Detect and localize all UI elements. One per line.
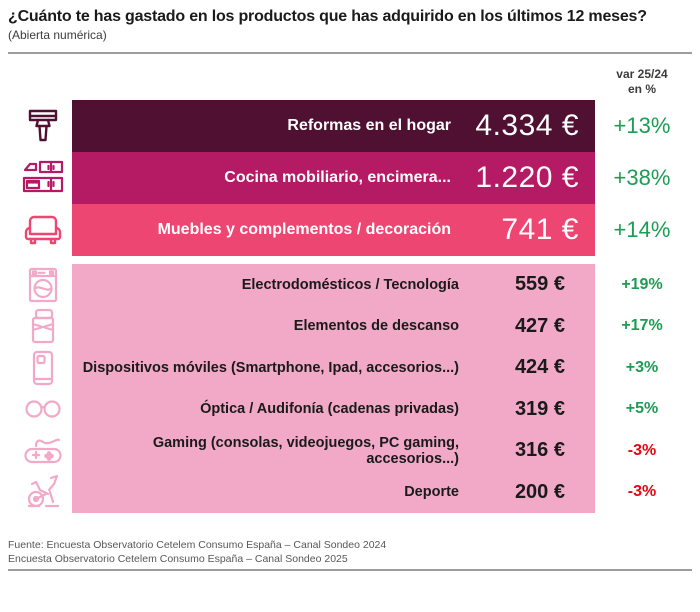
variation-cell: +19% [597, 264, 687, 306]
row-label: Óptica / Audifonía (cadenas privadas) [200, 401, 459, 418]
paint-brush-icon [26, 107, 60, 145]
bar-muebles: Muebles y complementos / decoración 741 … [72, 204, 595, 256]
light-pink-block: Electrodomésticos / Tecnología 559 € Ele… [72, 264, 595, 513]
row-deporte: Deporte 200 € [72, 472, 595, 514]
icon-column-gap [20, 256, 66, 264]
row-value: 200 € [514, 480, 565, 503]
variation-cell: -3% [597, 472, 687, 514]
washing-machine-icon [26, 267, 60, 303]
bar-value: 1.220 € [475, 161, 579, 194]
icon-cell [20, 306, 66, 348]
bottom-divider [8, 569, 692, 571]
icon-cell [20, 264, 66, 306]
kitchen-furniture-icon [22, 156, 64, 200]
row-label: Electrodomésticos / Tecnología [241, 276, 459, 293]
row-value: 319 € [514, 397, 565, 420]
category-icon-column [20, 100, 66, 513]
row-label: Gaming (consolas, videojuegos, PC gaming… [152, 434, 459, 467]
row-descanso: Elementos de descanso 427 € [72, 306, 595, 348]
sofa-icon [22, 212, 64, 248]
row-dispositivos: Dispositivos móviles (Smartphone, Ipad, … [72, 347, 595, 389]
row-label: Elementos de descanso [293, 318, 459, 335]
bar-label: Muebles y complementos / decoración [157, 221, 451, 238]
variation-value: -3% [627, 441, 657, 459]
bar-cocina: Cocina mobiliario, encimera... 1.220 € [72, 152, 595, 204]
smartphone-icon [31, 350, 55, 386]
variation-cell: -3% [597, 430, 687, 472]
glasses-icon [24, 398, 62, 420]
row-electrodomesticos: Electrodomésticos / Tecnología 559 € [72, 264, 595, 306]
row-gaming: Gaming (consolas, videojuegos, PC gaming… [72, 430, 595, 472]
bar-label: Cocina mobiliario, encimera... [224, 169, 451, 186]
variation-header-line2: en % [627, 82, 656, 96]
bar-reformas: Reformas en el hogar 4.334 € [72, 100, 595, 152]
icon-cell [20, 204, 66, 256]
variation-value: +38% [613, 165, 671, 190]
variation-column-gap [597, 256, 687, 264]
source-line-2: Encuesta Observatorio Cetelem Consumo Es… [8, 552, 348, 565]
variation-column: +13% +38% +14% +19% +17% +3% +5% -3% -3% [597, 100, 687, 513]
icon-cell [20, 430, 66, 472]
exercise-bike-icon [24, 474, 62, 510]
variation-value: -3% [627, 483, 657, 501]
variation-header-line1: var 25/24 [616, 67, 668, 81]
variation-value: +5% [625, 400, 659, 418]
variation-cell: +38% [597, 152, 687, 204]
top-divider [8, 52, 692, 54]
page-title: ¿Cuánto te has gastado en los productos … [8, 8, 647, 25]
variation-cell: +3% [597, 347, 687, 389]
variation-value: +13% [613, 113, 671, 138]
row-label: Dispositivos móviles (Smartphone, Ipad, … [82, 359, 459, 376]
variation-column-header: var 25/24 en % [597, 67, 687, 97]
variation-cell: +14% [597, 204, 687, 256]
bar-value: 741 € [501, 213, 579, 246]
variation-cell: +5% [597, 389, 687, 431]
source-line-1: Fuente: Encuesta Observatorio Cetelem Co… [8, 539, 387, 551]
page-subtitle: (Abierta numérica) [8, 28, 107, 42]
row-value: 559 € [514, 273, 565, 296]
bar-chart: Reformas en el hogar 4.334 € Cocina mobi… [72, 100, 595, 513]
gamepad-icon [24, 434, 62, 468]
bar-value: 4.334 € [475, 109, 579, 142]
icon-cell [20, 472, 66, 514]
variation-value: +14% [613, 217, 671, 242]
variation-value: +3% [625, 358, 659, 376]
bar-label: Reformas en el hogar [287, 117, 451, 134]
row-value: 427 € [514, 314, 565, 337]
icon-cell [20, 389, 66, 431]
row-value: 424 € [514, 356, 565, 379]
mattress-icon [27, 308, 59, 344]
variation-cell: +17% [597, 306, 687, 348]
row-optica: Óptica / Audifonía (cadenas privadas) 31… [72, 389, 595, 431]
variation-value: +19% [621, 275, 663, 293]
row-label: Deporte [404, 484, 459, 501]
variation-cell: +13% [597, 100, 687, 152]
variation-value: +17% [621, 317, 663, 335]
icon-cell [20, 152, 66, 204]
icon-cell [20, 100, 66, 152]
icon-cell [20, 347, 66, 389]
row-value: 316 € [514, 439, 565, 462]
source-footer: Fuente: Encuesta Observatorio Cetelem Co… [8, 539, 608, 566]
